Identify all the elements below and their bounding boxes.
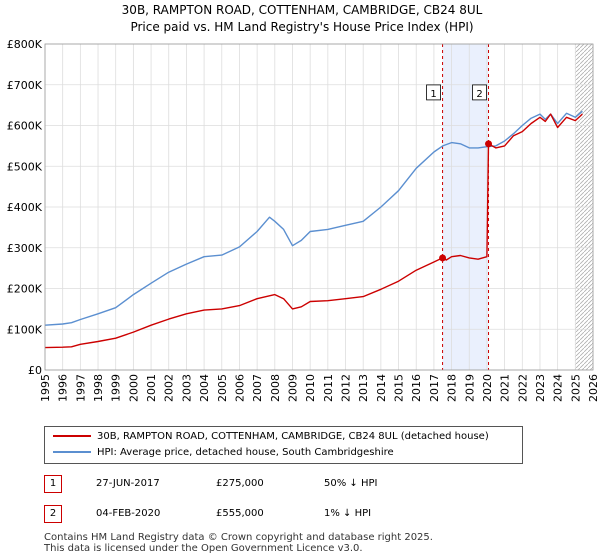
transaction-price: £275,000 [216, 478, 264, 489]
y-tick-label: £500K [7, 160, 43, 173]
marker-label-box [472, 84, 487, 101]
series-layer [44, 110, 583, 349]
x-tick-label: 2012 [340, 374, 353, 402]
x-tick-label: 2021 [499, 374, 512, 402]
footer-copyright: Contains HM Land Registry data © Crown c… [44, 532, 433, 543]
sale-point [485, 140, 493, 148]
x-tick-label: 2017 [428, 374, 441, 402]
y-tick-label: £400K [7, 201, 43, 214]
x-tick-label: 2010 [304, 374, 317, 402]
series-line-hpi [44, 110, 583, 326]
x-tick-label: 2026 [587, 374, 600, 402]
price-chart: 30B, RAMPTON ROAD, COTTENHAM, CAMBRIDGE,… [7, 3, 600, 402]
x-tick-label: 2025 [569, 374, 582, 402]
chart-subtitle: Price paid vs. HM Land Registry's House … [130, 20, 473, 34]
x-tick-label: 2011 [322, 374, 335, 402]
sale-point [439, 254, 447, 262]
x-tick-label: 1996 [57, 374, 70, 402]
x-tick-label: 2016 [410, 374, 423, 402]
x-tick-label: 2018 [446, 374, 459, 402]
x-tick-label: 2006 [233, 374, 246, 402]
x-tick-label: 2005 [216, 374, 229, 402]
transaction-hpi: 50% ↓ HPI [324, 478, 378, 489]
legend-label-hpi: HPI: Average price, detached house, Sout… [97, 447, 394, 458]
y-tick-label: £700K [7, 79, 43, 92]
marker-label: 2 [476, 89, 482, 100]
x-tick-label: 2004 [198, 374, 211, 402]
marker-label: 1 [430, 89, 436, 100]
legend-item-property: 30B, RAMPTON ROAD, COTTENHAM, CAMBRIDGE,… [53, 430, 489, 444]
transaction-date: 27-JUN-2017 [96, 478, 160, 489]
transaction-date: 04-FEB-2020 [96, 508, 161, 519]
transaction-number: 2 [44, 505, 62, 523]
transaction-number: 1 [44, 475, 62, 493]
chart-title: 30B, RAMPTON ROAD, COTTENHAM, CAMBRIDGE,… [122, 3, 483, 17]
y-tick-label: £100K [7, 323, 43, 336]
x-tick-label: 2000 [127, 374, 140, 402]
footer: Contains HM Land Registry data © Crown c… [44, 532, 433, 554]
x-tick-label: 1998 [92, 374, 105, 402]
x-tick-label: 2001 [145, 374, 158, 402]
marker-lines [442, 44, 490, 370]
x-tick-label: 2009 [286, 374, 299, 402]
x-tick-label: 2020 [481, 374, 494, 402]
y-axis: £0 £100K £200K £300K £400K £500K £600K £700K £80… [7, 38, 43, 377]
x-tick-label: 2024 [552, 374, 565, 402]
legend-item-hpi: HPI: Average price, detached house, Sout… [53, 446, 394, 460]
legend-swatch-hpi [53, 451, 91, 453]
x-axis: 1995 1996 1997 1998 1999 2000 2001 2002 2003 2004… [39, 374, 600, 402]
legend: 30B, RAMPTON ROAD, COTTENHAM, CAMBRIDGE,… [44, 426, 523, 464]
transaction-hpi: 1% ↓ HPI [324, 508, 372, 519]
marker-label-box [426, 84, 441, 101]
legend-swatch-property [53, 435, 91, 437]
x-tick-label: 2015 [393, 374, 406, 402]
y-tick-label: £0 [28, 364, 42, 377]
plot-frame [44, 43, 594, 371]
y-tick-label: £200K [7, 283, 43, 296]
x-tick-label: 2022 [516, 374, 529, 402]
legend-label-property: 30B, RAMPTON ROAD, COTTENHAM, CAMBRIDGE,… [97, 431, 489, 442]
transaction-row: 2 04-FEB-2020 £555,000 1% ↓ HPI [44, 505, 444, 523]
x-tick-label: 2014 [375, 374, 388, 402]
x-tick-label: 2003 [180, 374, 193, 402]
x-tick-label: 2013 [357, 374, 370, 402]
x-tick-label: 2007 [251, 374, 264, 402]
transaction-price: £555,000 [216, 508, 264, 519]
series-line-property [44, 113, 583, 349]
x-tick-label: 1997 [74, 374, 87, 402]
y-tick-label: £600K [7, 120, 43, 133]
y-tick-label: £800K [7, 38, 43, 51]
x-tick-label: 2008 [269, 374, 282, 402]
y-tick-label: £300K [7, 242, 43, 255]
footer-licence: This data is licensed under the Open Gov… [44, 543, 363, 554]
transaction-row: 1 27-JUN-2017 £275,000 50% ↓ HPI [44, 475, 444, 493]
x-tick-label: 1995 [39, 374, 52, 402]
x-tick-label: 2002 [163, 374, 176, 402]
x-tick-label: 2019 [463, 374, 476, 402]
x-tick-label: 1999 [110, 374, 123, 402]
x-tick-label: 2023 [534, 374, 547, 402]
